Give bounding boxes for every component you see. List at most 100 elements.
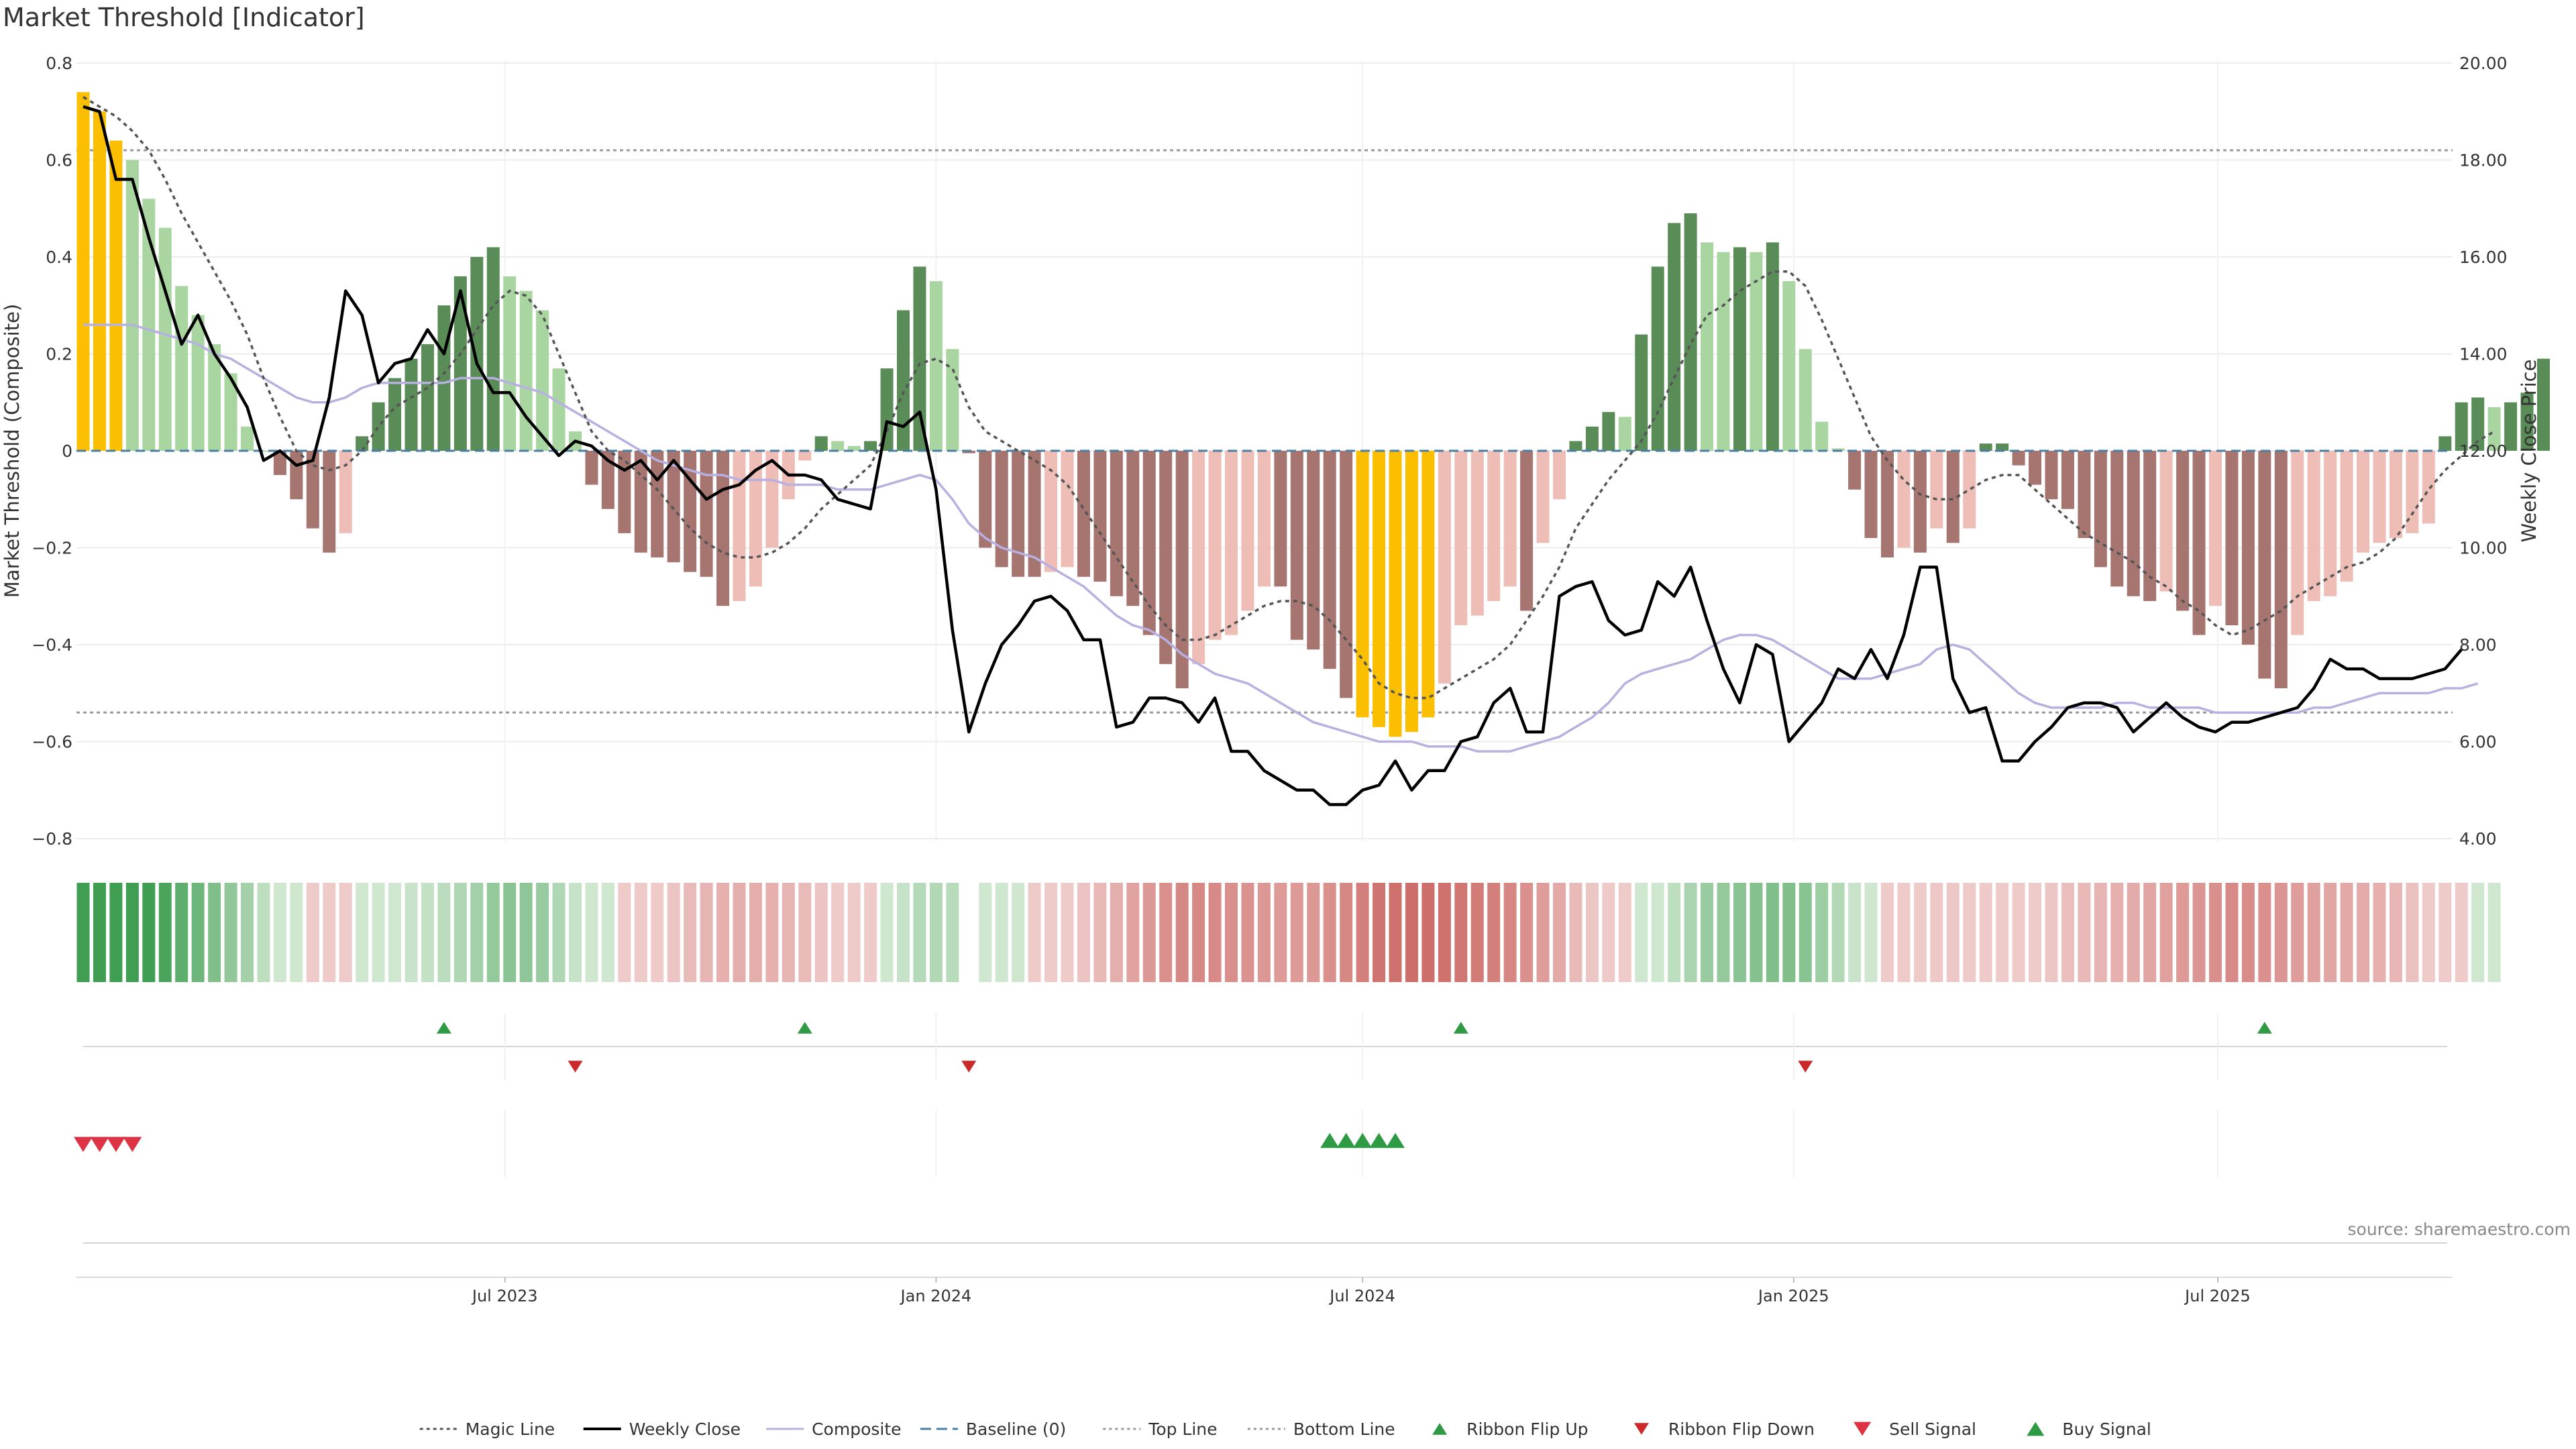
ribbon-cell xyxy=(125,883,139,982)
ribbon-cell xyxy=(1077,883,1090,982)
composite-bar xyxy=(2504,402,2518,451)
composite-bar xyxy=(601,451,614,509)
ribbon-cell xyxy=(651,883,664,982)
x-tick-label: Jan 2024 xyxy=(900,1287,972,1305)
composite-bar xyxy=(2274,451,2288,689)
ribbon-cell xyxy=(979,883,992,982)
ribbon-cell xyxy=(2324,883,2337,982)
sell-signal-marker xyxy=(123,1136,142,1152)
composite-bar xyxy=(962,451,975,453)
ribbon-cell xyxy=(2389,883,2402,982)
composite-bar xyxy=(1701,242,1714,451)
composite-bars xyxy=(76,92,2550,737)
composite-bar xyxy=(175,286,189,451)
ribbon-cell xyxy=(339,883,352,982)
composite-bar xyxy=(1438,451,1451,684)
composite-bar xyxy=(1159,451,1173,664)
composite-bar xyxy=(897,310,910,451)
ribbon-cell xyxy=(1340,883,1353,982)
ribbon-cell xyxy=(749,883,762,982)
ribbon-cell xyxy=(453,883,467,982)
right-tick-label: 8.00 xyxy=(2459,635,2497,655)
composite-bar xyxy=(618,451,631,533)
composite-bar xyxy=(76,92,90,451)
ribbon-cell xyxy=(2291,883,2304,982)
ribbon-cell xyxy=(667,883,680,982)
composite-bar xyxy=(733,451,746,601)
composite-bar xyxy=(1536,451,1550,543)
legend-item: Top Line xyxy=(1103,1419,1218,1439)
x-tick-label: Jan 2025 xyxy=(1757,1287,1829,1305)
ribbon-cell xyxy=(109,883,123,982)
ribbon-cell xyxy=(158,883,172,982)
composite-bar xyxy=(2192,451,2206,635)
composite-bar xyxy=(290,451,303,500)
ribbon-cell xyxy=(1405,883,1418,982)
composite-bar xyxy=(929,281,943,451)
composite-bar xyxy=(2143,451,2157,601)
ribbon-cell xyxy=(733,883,746,982)
ribbon-cell xyxy=(2455,883,2468,982)
ribbon-cell xyxy=(1175,883,1189,982)
legend-item: Ribbon Flip Down xyxy=(1633,1419,1815,1439)
ribbon-cell xyxy=(1635,883,1648,982)
right-tick-label: 4.00 xyxy=(2459,829,2497,849)
composite-bar xyxy=(1077,451,1090,577)
ribbon-cell xyxy=(1470,883,1484,982)
composite-bar xyxy=(306,451,319,529)
ribbon-cell xyxy=(2487,883,2501,982)
right-tick-label: 16.00 xyxy=(2459,248,2508,267)
ribbon-cell xyxy=(782,883,795,982)
composite-bar xyxy=(421,344,434,451)
signal-panels xyxy=(74,1013,2447,1244)
composite-bar xyxy=(1389,451,1402,737)
composite-bar xyxy=(1405,451,1418,733)
composite-bar xyxy=(1979,443,1992,451)
composite-bar xyxy=(1913,451,1927,553)
composite-bar xyxy=(2159,451,2173,592)
ribbon-cell xyxy=(2340,883,2353,982)
axes-layer: 0.8 0.6 0.4 0.2 0 −0.2 −0.4 −0.6 −0.8 20.00 18.00 1… xyxy=(1,54,2540,849)
ribbon-cell xyxy=(1421,883,1435,982)
composite-bar xyxy=(847,445,861,451)
right-tick-label: 18.00 xyxy=(2459,151,2508,170)
buy-signal-marker xyxy=(1320,1132,1340,1148)
ribbon-cell xyxy=(2422,883,2435,982)
composite-bar xyxy=(1848,451,1862,490)
legend-label: Top Line xyxy=(1148,1419,1217,1439)
composite-bar xyxy=(1061,451,1074,568)
left-tick-label: −0.4 xyxy=(32,635,72,655)
right-tick-label: 20.00 xyxy=(2459,54,2508,73)
ribbon-cell xyxy=(1257,883,1271,982)
composite-bar xyxy=(2176,451,2190,611)
legend-label: Magic Line xyxy=(466,1419,555,1439)
composite-bar xyxy=(1831,448,1845,451)
left-tick-label: 0.2 xyxy=(46,345,72,364)
composite-bar xyxy=(2225,451,2239,626)
ribbon-cell xyxy=(1323,883,1336,982)
composite-bar xyxy=(1684,213,1697,451)
ribbon-cell xyxy=(1750,883,1763,982)
ribbon-cell xyxy=(519,883,533,982)
composite-bar xyxy=(1766,242,1779,451)
legend-item: Buy Signal xyxy=(2027,1419,2151,1439)
composite-bar xyxy=(1421,451,1435,718)
composite-bar xyxy=(536,310,549,451)
composite-bar xyxy=(2012,451,2025,466)
composite-bar xyxy=(880,368,894,451)
right-tick-label: 6.00 xyxy=(2459,733,2497,752)
legend-item: Composite xyxy=(766,1419,902,1439)
ribbon-cell xyxy=(1307,883,1320,982)
ribbon-cell xyxy=(1093,883,1107,982)
ribbon-cell xyxy=(1651,883,1664,982)
composite-bar xyxy=(2340,451,2353,582)
ribbon-cell xyxy=(1487,883,1501,982)
legend-label: Bottom Line xyxy=(1293,1419,1395,1439)
ribbon-cell xyxy=(1290,883,1303,982)
ribbon-cell xyxy=(1126,883,1140,982)
ribbon-cell xyxy=(1881,883,1894,982)
ribbon-cell xyxy=(224,883,237,982)
ribbon-cell xyxy=(1831,883,1845,982)
ribbon-cell xyxy=(847,883,861,982)
ribbon-cell xyxy=(2357,883,2370,982)
